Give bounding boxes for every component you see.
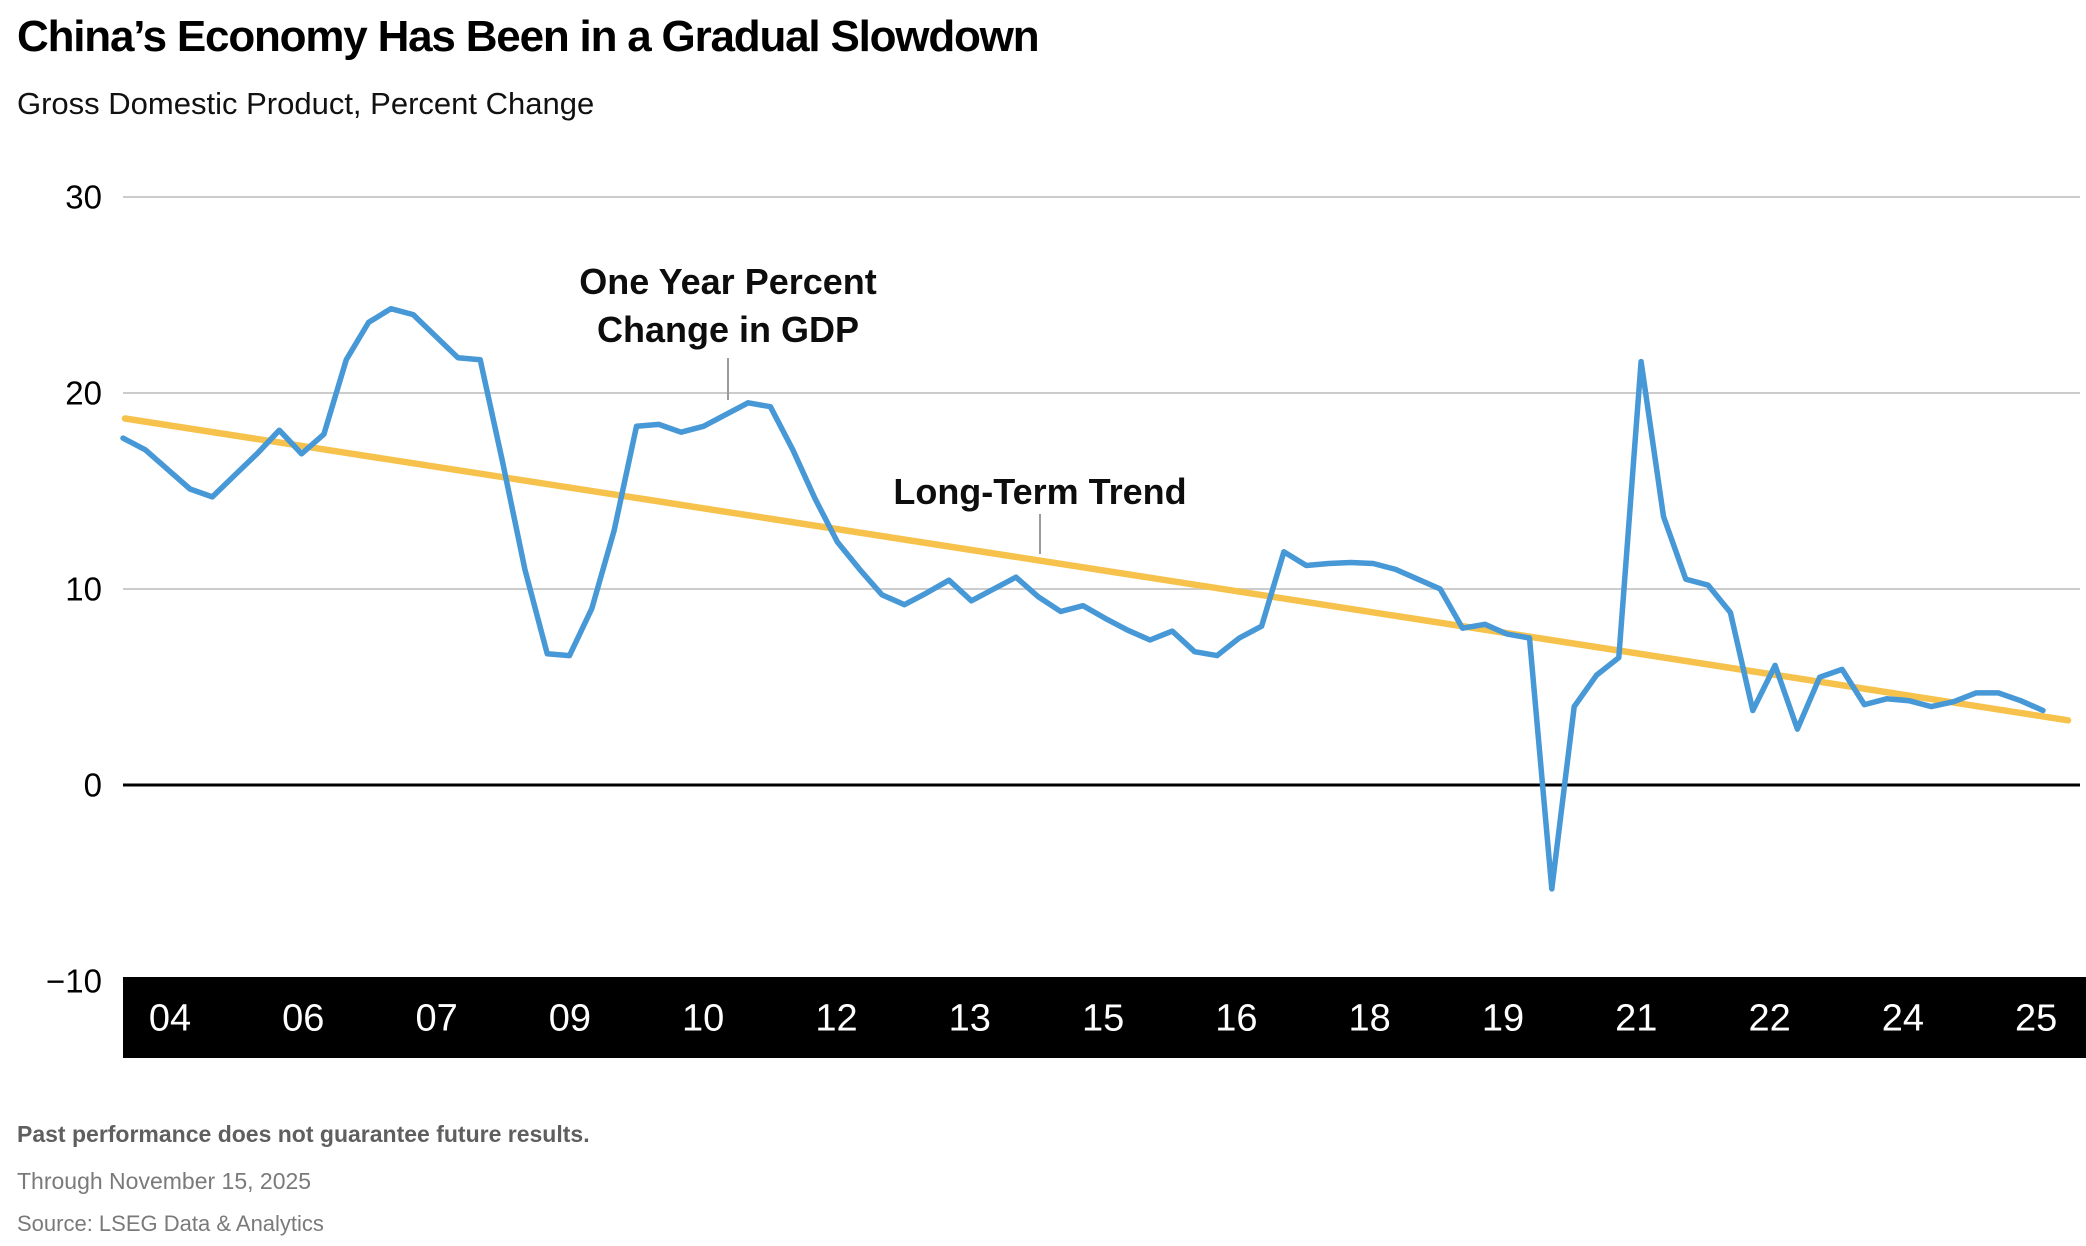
page-subtitle: Gross Domestic Product, Percent Change [17,86,595,121]
x-axis-label: 18 [1349,998,1391,1040]
x-axis-label: 06 [282,998,324,1040]
gdp-series-annotation-line1: One Year Percent [579,261,877,302]
y-axis-label: 10 [65,571,102,608]
gdp-line [120,305,2046,892]
x-axis-label: 24 [1882,998,1924,1040]
x-axis-label: 25 [2015,998,2057,1040]
x-axis-label: 09 [549,998,591,1040]
y-axis-label: 20 [65,375,102,412]
footer-through-date: Through November 15, 2025 [17,1168,312,1194]
y-axis-label: 0 [84,767,102,804]
footer-disclaimer: Past performance does not guarantee futu… [17,1121,590,1147]
footer-source: Source: LSEG Data & Analytics [17,1211,324,1236]
gdp-series-annotation-line2: Change in GDP [596,309,860,350]
x-axis-label: 19 [1482,998,1524,1040]
y-axis-label: 30 [65,179,102,216]
x-axis-label: 12 [815,998,857,1040]
y-axis-label: −10 [46,963,102,1000]
x-axis-label: 10 [682,998,724,1040]
x-axis-label: 13 [949,998,991,1040]
x-axis-label: 16 [1215,998,1257,1040]
x-axis-label: 22 [1748,998,1790,1040]
x-axis-label: 04 [149,998,191,1040]
x-axis-label: 21 [1615,998,1657,1040]
x-axis-label: 15 [1082,998,1124,1040]
x-axis-band [123,977,2086,1058]
x-axis-label: 07 [415,998,457,1040]
trend-annotation: Long-Term Trend [893,471,1187,512]
page-title: China’s Economy Has Been in a Gradual Sl… [17,12,1040,61]
gdp-series-annotation: One Year Percent Change in GDP [579,258,877,354]
